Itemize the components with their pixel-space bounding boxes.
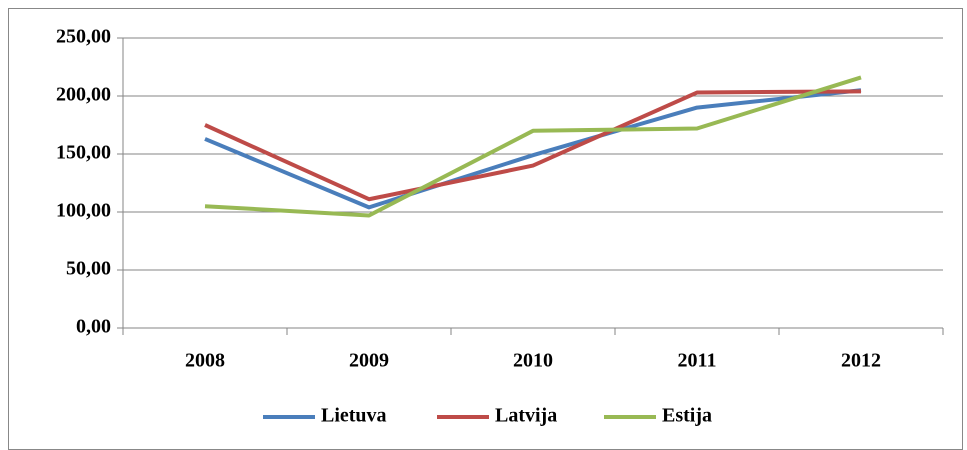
series-line: [204, 75, 862, 218]
chart-frame: [8, 8, 963, 450]
x-tick-label: 2012: [841, 350, 881, 372]
x-tick-label: 2010: [513, 350, 553, 372]
legend-label: Lietuva: [321, 405, 387, 427]
x-tick-label: 2008: [185, 350, 225, 372]
x-tick-label: 2009: [349, 350, 389, 372]
y-tick-label: 250,00: [56, 26, 111, 48]
y-tick-label: 200,00: [56, 84, 111, 106]
series-line: [204, 88, 862, 210]
x-tick-label: 2011: [678, 350, 717, 372]
legend-label: Latvija: [495, 405, 557, 427]
y-tick-label: 0,00: [76, 316, 111, 338]
series-line: [204, 89, 862, 202]
y-tick-label: 50,00: [66, 258, 111, 280]
y-tick-label: 150,00: [56, 142, 111, 164]
legend-label: Estija: [662, 405, 712, 427]
y-tick-label: 100,00: [56, 200, 111, 222]
